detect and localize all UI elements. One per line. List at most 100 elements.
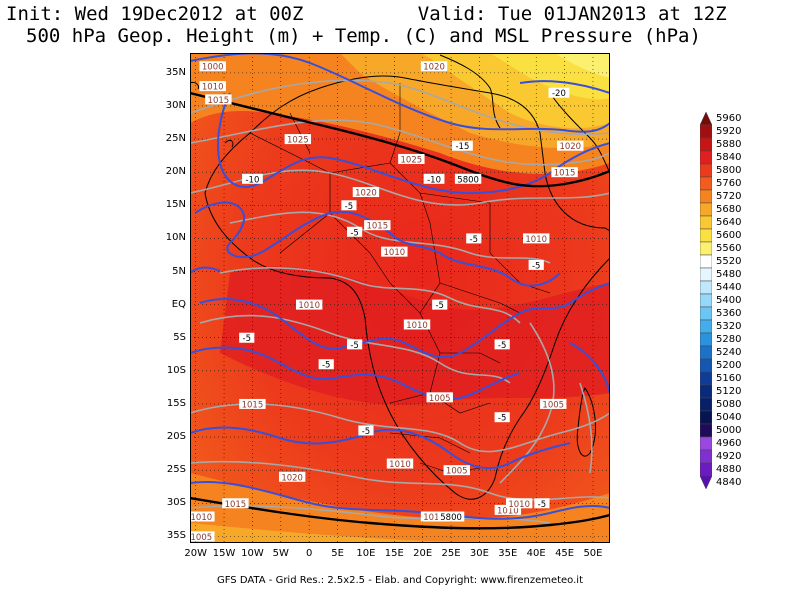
- lon-label: 10W: [241, 548, 264, 559]
- height-band-5600: [550, 53, 610, 78]
- colorbar-label: 5200: [716, 359, 742, 371]
- svg-text:-5: -5: [498, 414, 506, 424]
- colorbar-swatch: [700, 241, 712, 256]
- contour-label-msl: 1010: [381, 246, 408, 258]
- contour-label-temp: -5: [318, 359, 334, 371]
- contour-label-height: 5800: [454, 173, 482, 185]
- colorbar-label: 5360: [716, 307, 742, 319]
- lat-label: 15S: [166, 397, 186, 409]
- contour-label-temp: -5: [432, 299, 448, 311]
- lat-label: 15N: [165, 199, 186, 211]
- contour-label-height: 5800: [437, 511, 465, 523]
- contour-label-temp: -5: [534, 498, 550, 510]
- lat-label: 25S: [166, 464, 186, 476]
- contour-label-msl: 1005: [190, 531, 215, 543]
- lon-label: 10E: [356, 548, 376, 559]
- contour-label-temp: -10: [423, 173, 445, 185]
- contour-label-msl: 1015: [239, 398, 266, 410]
- svg-text:1010: 1010: [298, 301, 320, 311]
- contour-label-temp: -5: [346, 339, 363, 351]
- colorbar-label: 5320: [716, 320, 742, 332]
- svg-text:-5: -5: [345, 202, 353, 212]
- colorbar-label: 5640: [716, 216, 742, 228]
- lat-label: 25N: [165, 133, 186, 145]
- title-line-2: 500 hPa Geop. Height (m) + Temp. (C) and…: [26, 25, 701, 47]
- svg-text:1015: 1015: [208, 96, 230, 106]
- lat-label: 5S: [173, 331, 186, 343]
- lon-label: 30E: [469, 548, 489, 559]
- colorbar-swatch: [700, 436, 712, 451]
- contour-label-temp: -20: [548, 87, 570, 99]
- contour-label-msl: 1020: [420, 61, 448, 73]
- colorbar-swatch: [700, 384, 712, 399]
- colorbar-swatch: [700, 189, 712, 204]
- colorbar-swatch: [700, 319, 712, 334]
- lon-label: 50E: [583, 548, 603, 559]
- svg-text:1025: 1025: [287, 136, 309, 146]
- contour-label-msl: 1010: [386, 458, 414, 470]
- country-borders: [249, 83, 551, 474]
- lon-label: 20W: [184, 548, 207, 559]
- colorbar-label: 5840: [716, 151, 742, 163]
- svg-text:1010: 1010: [384, 248, 406, 258]
- lat-label: EQ: [171, 298, 186, 310]
- svg-text:1015: 1015: [242, 400, 264, 410]
- lat-label: 35S: [166, 530, 186, 542]
- height-contours: [190, 91, 610, 530]
- contour-label-msl: 1020: [352, 187, 380, 199]
- contour-label-msl: 1025: [398, 153, 425, 165]
- contour-label-msl: 1005: [426, 392, 453, 404]
- colorbar-swatch: [700, 293, 712, 308]
- svg-text:1020: 1020: [355, 189, 377, 199]
- contour-label-msl: 1020: [278, 471, 306, 483]
- temperature-contours: [190, 53, 610, 520]
- contour-label-temp: -5: [494, 412, 510, 424]
- contour-label-msl: 1020: [557, 140, 584, 152]
- lat-label: 30N: [165, 99, 186, 111]
- svg-text:-5: -5: [435, 301, 443, 311]
- colorbar-label: 5680: [716, 203, 742, 215]
- colorbar-label: 5920: [716, 125, 742, 137]
- lon-label: 5E: [331, 548, 344, 559]
- colorbar-label: 4840: [716, 476, 742, 488]
- lat-label: 5N: [172, 265, 186, 277]
- colorbar-label: 5560: [716, 242, 742, 254]
- lon-label: 0: [306, 548, 313, 559]
- colorbar-label: 5040: [716, 411, 742, 423]
- svg-text:1005: 1005: [542, 400, 564, 410]
- lat-label: 10S: [166, 364, 186, 376]
- svg-text:-5: -5: [532, 261, 540, 271]
- contour-label-msl: 1010: [523, 233, 550, 245]
- colorbar-label: 5960: [716, 112, 742, 124]
- colorbar-label: 5400: [716, 294, 742, 306]
- lat-label: 30S: [166, 497, 186, 509]
- lon-label: 15W: [212, 548, 236, 559]
- svg-text:1010: 1010: [508, 500, 530, 510]
- svg-text:-5: -5: [498, 341, 506, 351]
- colorbar-label: 5000: [716, 424, 742, 436]
- footer-credit: GFS DATA - Grid Res.: 2.5x2.5 - Elab. an…: [216, 575, 584, 586]
- colorbar-label: 4880: [716, 463, 742, 475]
- colorbar-swatch: [700, 462, 712, 477]
- svg-text:1025: 1025: [401, 155, 423, 165]
- contour-label-temp: -5: [358, 425, 374, 437]
- colorbar: [700, 112, 712, 490]
- colorbar-label: 5280: [716, 333, 742, 345]
- contour-label-msl: 1015: [420, 511, 448, 523]
- lon-label: 40E: [526, 548, 546, 559]
- colorbar-swatch: [700, 163, 712, 178]
- svg-text:1020: 1020: [281, 473, 303, 483]
- svg-text:1010: 1010: [191, 513, 213, 523]
- svg-text:1010: 1010: [406, 321, 428, 331]
- contour-label-msl: 1010: [403, 319, 431, 331]
- svg-text:1015: 1015: [554, 169, 576, 179]
- colorbar-swatch: [700, 137, 712, 152]
- contour-label-msl: 1005: [443, 465, 470, 477]
- lon-label: 25E: [441, 548, 461, 559]
- contour-label-msl: 1010: [190, 511, 215, 523]
- colorbar-label: 5160: [716, 372, 742, 384]
- height-band-south2: [190, 523, 490, 543]
- lon-label: 20E: [413, 548, 433, 559]
- colorbar-label: 5800: [716, 164, 742, 176]
- colorbar-swatch: [700, 358, 712, 373]
